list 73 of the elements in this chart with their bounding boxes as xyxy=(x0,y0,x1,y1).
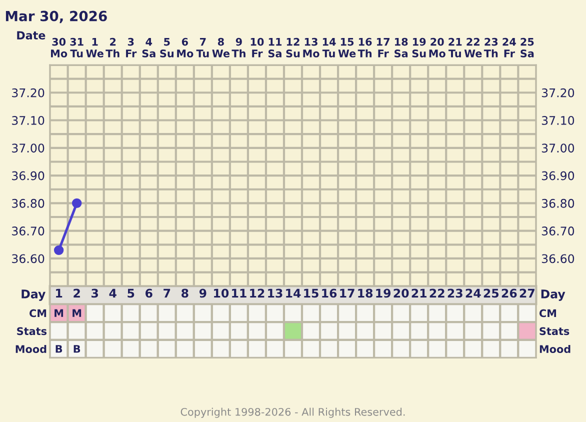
x-tick-label: 30 Mo xyxy=(51,38,68,58)
x-tick-label: 13 xyxy=(268,288,282,298)
x-tick-label: 12 xyxy=(250,288,264,298)
y-tick-label: 36.80 xyxy=(12,198,44,208)
x-tick-label: 13 Mo xyxy=(303,38,320,58)
y-axis-title: Day xyxy=(22,290,46,301)
y-tick-label: 36.60 xyxy=(12,254,44,264)
y-tick-label: 37.10 xyxy=(12,116,44,125)
x-tick-label: 14 Tu xyxy=(322,38,336,58)
x-tick-label: 27 xyxy=(520,288,534,298)
x-tick-label: 20 xyxy=(394,288,409,298)
text: M xyxy=(54,309,64,317)
x-tick-label: 15 xyxy=(304,288,318,298)
x-tick-label: 5 Su xyxy=(160,38,174,58)
x-tick-label: 23 xyxy=(448,288,462,298)
x-tick-label: 11 xyxy=(232,288,246,298)
x-tick-label: 2 xyxy=(74,288,80,298)
x-tick-label: 3 Fr xyxy=(126,38,137,58)
x-tick-label: 1 We xyxy=(86,38,104,58)
x-tick-label: 22 We xyxy=(464,38,482,58)
x-tick-label: 19 xyxy=(376,288,391,298)
x-tick-label: 24 Fr xyxy=(502,38,516,58)
x-tick-label: 10 xyxy=(214,288,229,298)
x-tick-label: 22 xyxy=(430,288,444,298)
x-tick-label: 18 xyxy=(358,288,373,298)
x-tick-label: 18 Sa xyxy=(394,38,408,58)
x-tick-label: 16 Th xyxy=(358,38,372,58)
x-tick-label: 9 xyxy=(199,288,206,298)
text: B xyxy=(56,345,62,353)
text: B xyxy=(74,345,80,353)
x-tick-label: 8 We xyxy=(212,38,230,58)
x-tick-label: 24 xyxy=(466,288,481,298)
x-tick-label: 14 xyxy=(286,288,301,298)
x-tick-label: 23 Th xyxy=(484,38,498,58)
y-tick-label: 36.90 xyxy=(12,171,44,180)
x-tick-label: 15 We xyxy=(338,38,356,58)
x-tick-label: 6 xyxy=(146,288,152,298)
x-tick-label: 9 Th xyxy=(232,38,246,58)
x-tick-label: 21 Tu xyxy=(448,38,462,58)
x-tick-label: 20 Mo xyxy=(429,38,446,58)
x-tick-label: 2 Th xyxy=(106,38,120,58)
y-tick-label: 37.00 xyxy=(12,144,44,153)
y-tick-label: CM xyxy=(539,309,556,318)
y2-axis-title: Day xyxy=(541,290,566,301)
y-tick-label: 36.70 xyxy=(12,226,44,236)
x-tick-label: 19 Su xyxy=(412,38,426,58)
text: M xyxy=(72,309,82,317)
x-tick-label: 5 xyxy=(128,288,134,298)
x-tick-label: 11 Sa xyxy=(268,38,282,58)
x-tick-label: 31 Tu xyxy=(70,38,84,58)
x-tick-label: 4 Sa xyxy=(142,38,156,58)
y-tick-label: Mood xyxy=(540,344,570,354)
x-tick-label: 3 xyxy=(92,288,98,298)
x-tick-label: 25 Sa xyxy=(520,38,534,58)
x-tick-label: 17 xyxy=(340,288,354,298)
chart-title: Mar 30, 2026 xyxy=(6,10,107,24)
x-tick-label: 8 xyxy=(182,288,188,298)
text: Copyright 1998-2026 - All Rights Reserved. xyxy=(180,408,405,418)
x-tick-label: 4 xyxy=(109,288,116,298)
x-tick-label: 21 xyxy=(412,288,426,298)
x-tick-label: 17 Fr xyxy=(377,38,390,58)
x-tick-label: 10 Fr xyxy=(250,38,264,58)
x-tick-label: 1 xyxy=(56,288,62,298)
x-tick-label: 25 xyxy=(484,288,499,298)
x-tick-label: 26 xyxy=(502,288,517,298)
x-tick-label: 16 xyxy=(322,288,337,298)
y-tick-label: Stats xyxy=(540,327,570,336)
y-tick-label: 37.20 xyxy=(12,88,44,98)
x-tick-label: 7 Tu xyxy=(196,38,209,58)
x-tick-label: 7 xyxy=(164,288,170,298)
x-tick-label: 12 Su xyxy=(286,38,300,58)
x-axis-title: Date xyxy=(17,31,46,40)
x-tick-label: 6 Mo xyxy=(177,38,194,58)
